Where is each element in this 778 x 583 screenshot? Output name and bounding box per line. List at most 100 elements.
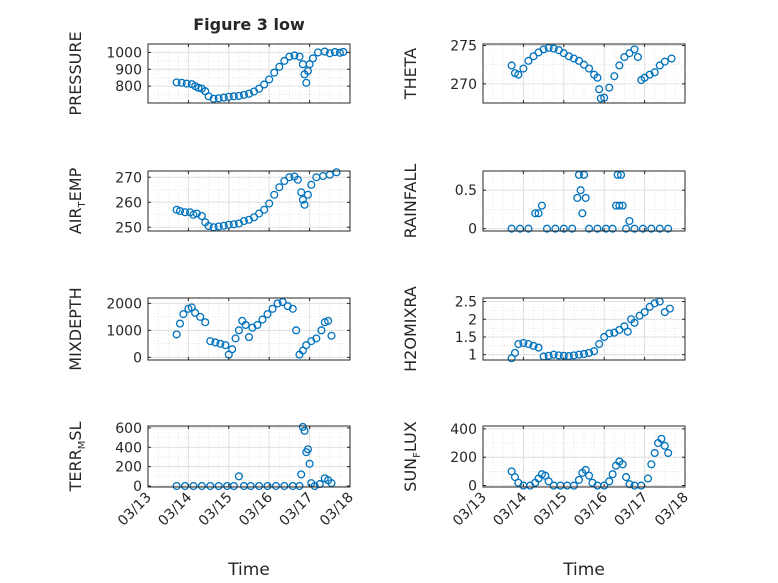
data-point xyxy=(574,56,583,65)
data-point xyxy=(600,481,609,490)
data-point xyxy=(605,83,614,92)
data-point xyxy=(620,52,629,62)
data-point xyxy=(197,481,206,491)
data-point xyxy=(608,224,617,233)
data-point xyxy=(507,467,516,476)
axes-box xyxy=(482,297,686,361)
data-point xyxy=(219,221,228,230)
data-point xyxy=(622,224,631,233)
data-point xyxy=(581,193,590,202)
y-tick-label: 0.5 xyxy=(455,183,477,199)
data-point xyxy=(229,92,238,101)
data-point xyxy=(320,47,329,56)
data-point xyxy=(667,54,676,63)
data-point xyxy=(305,60,314,69)
data-point xyxy=(308,54,318,63)
data-point xyxy=(524,224,533,233)
y-tick-label: 400 xyxy=(450,422,477,438)
y-tick-label: 0 xyxy=(133,479,142,495)
data-point xyxy=(579,60,589,69)
y-tick-label: 1.5 xyxy=(455,330,477,346)
data-point xyxy=(544,351,553,360)
data-point xyxy=(568,224,577,233)
data-point xyxy=(327,331,336,340)
data-point xyxy=(650,448,659,458)
x-tick-label: 03/17 xyxy=(277,490,317,530)
data-point xyxy=(191,308,200,317)
data-point xyxy=(229,481,238,491)
data-point xyxy=(519,338,528,348)
data-point xyxy=(524,56,533,65)
y-axis-label: TERRMSL xyxy=(66,422,88,493)
data-point xyxy=(549,44,558,53)
data-point xyxy=(335,48,344,57)
data-point xyxy=(234,326,243,335)
data-point xyxy=(275,183,284,192)
data-point xyxy=(246,481,255,491)
data-point xyxy=(643,474,653,483)
data-point xyxy=(638,224,647,233)
y-axis-label-main: SUN xyxy=(401,458,420,492)
data-point xyxy=(657,434,666,443)
data-point xyxy=(332,168,341,177)
data-point xyxy=(537,201,546,210)
y-axis-label: PRESSURE xyxy=(66,31,85,115)
data-point xyxy=(312,334,321,343)
data-point xyxy=(182,79,191,88)
data-point xyxy=(239,90,249,99)
x-tick-label: 03/15 xyxy=(196,490,236,530)
data-point xyxy=(239,216,249,226)
data-point xyxy=(234,472,243,481)
data-point xyxy=(541,471,550,480)
panel-theta: 270 275 THETA xyxy=(401,39,686,104)
data-point xyxy=(622,473,631,482)
x-tick-label: 03/18 xyxy=(317,490,357,530)
data-point xyxy=(529,341,538,350)
data-point xyxy=(189,481,198,491)
data-point xyxy=(665,304,674,313)
data-point xyxy=(298,60,307,69)
data-point xyxy=(625,216,634,226)
data-point xyxy=(576,186,585,195)
data-point xyxy=(270,68,279,77)
data-point xyxy=(330,48,339,57)
data-point xyxy=(573,193,582,202)
data-point xyxy=(608,470,617,479)
axes-box xyxy=(147,425,351,488)
data-point xyxy=(196,312,205,321)
data-point xyxy=(214,94,223,103)
data-point xyxy=(595,85,604,94)
data-point xyxy=(255,209,264,218)
data-point xyxy=(578,209,587,218)
chart-title: Figure 3 low xyxy=(193,15,305,34)
y-axis-label: SUNFLUX xyxy=(401,421,423,491)
panel-rainfall: 0 0.5 RAINFALL xyxy=(401,164,686,239)
data-point xyxy=(650,299,659,308)
data-point xyxy=(253,320,262,330)
data-point xyxy=(584,224,594,233)
data-point xyxy=(590,347,599,356)
data-point xyxy=(268,304,277,313)
data-point xyxy=(216,339,225,348)
y-axis-label-subscript: F xyxy=(412,452,423,458)
data-point xyxy=(542,224,552,233)
panel-h2omixra: 1 1.5 22.5 H2OMIXRA xyxy=(401,286,686,372)
data-point xyxy=(645,70,654,79)
data-point xyxy=(615,201,624,210)
data-point xyxy=(595,340,604,349)
data-point xyxy=(175,206,185,216)
data-point xyxy=(664,448,673,458)
data-point xyxy=(214,481,223,491)
y-axis-label-main: PRESSURE xyxy=(66,31,85,115)
y-axis-label: RAINFALL xyxy=(401,164,420,239)
y-tick-label: 400 xyxy=(115,440,142,456)
axes-box xyxy=(147,170,351,232)
panel-sun-flux: 0 200 400 03/13 03/14 03/15 03/16 03/17 03/18 Tim… xyxy=(401,421,692,580)
data-point xyxy=(618,460,627,469)
panel-terr-msl: 0 200 400 600 03/13 03/14 03/15 03/16 03/17 03/18… xyxy=(66,421,357,580)
data-point xyxy=(219,93,228,102)
data-point xyxy=(549,350,558,359)
x-tick-label: 03/16 xyxy=(236,489,276,529)
data-point xyxy=(285,173,294,182)
data-point xyxy=(293,175,302,184)
